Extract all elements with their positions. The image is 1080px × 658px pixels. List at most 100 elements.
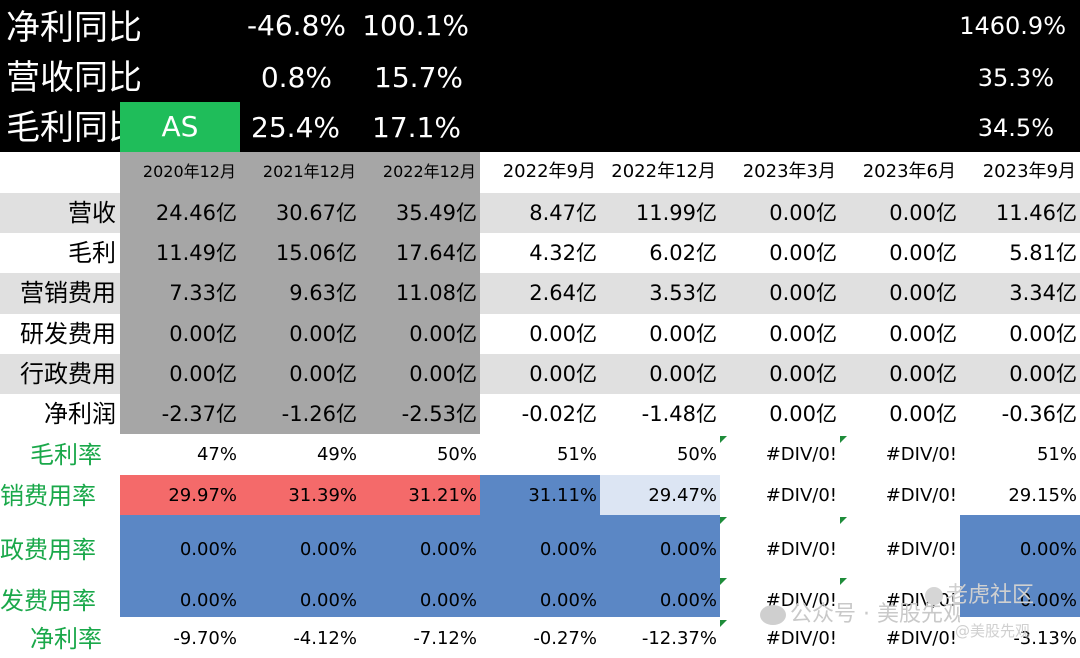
ratio-label: 政费用率	[0, 536, 96, 564]
ratio-cell: 0.00%	[299, 539, 357, 560]
comment-marker	[720, 578, 727, 585]
ratio-cell: 51%	[1036, 444, 1077, 465]
table-cell: 17.64亿	[395, 241, 477, 265]
watermark-left: 公众号 · 美股先观	[760, 600, 960, 630]
table-cell: 0.00亿	[529, 322, 597, 346]
table-cell: 8.47亿	[529, 201, 597, 225]
table-cell: -0.02亿	[521, 402, 597, 426]
ratio-cell: -0.27%	[533, 628, 597, 649]
header-label-gross-yoy: 毛利同比	[6, 108, 120, 148]
ratio-cell: 29.15%	[1008, 485, 1077, 506]
table-cell: 0.00亿	[889, 201, 957, 225]
table-cell: 0.00亿	[769, 322, 837, 346]
row-label: 研发费用	[20, 320, 116, 348]
ticker-badge: AS	[120, 102, 240, 152]
selling-rate-lightblue-cell	[600, 475, 720, 515]
ratio-cell: 0.00%	[539, 590, 597, 611]
table-cell: 0.00亿	[889, 402, 957, 426]
table-cell: 3.53亿	[649, 281, 717, 305]
ratio-cell: 29.47%	[648, 485, 717, 506]
ratio-cell: -3.13%	[1013, 628, 1077, 649]
header-label-net-profit-yoy: 净利同比	[6, 8, 142, 48]
ratio-cell: #DIV/0!	[765, 628, 837, 649]
table-cell: 4.32亿	[529, 241, 597, 265]
header-value: 100.1%	[362, 9, 469, 42]
table-cell: 0.00亿	[889, 362, 957, 386]
watermark-right-top-text: 老虎社区	[946, 583, 1035, 608]
table-cell: 9.63亿	[289, 281, 357, 305]
table-cell: 0.00亿	[409, 362, 477, 386]
selling-rate-blue-cell	[480, 475, 600, 515]
table-cell: 0.00亿	[769, 201, 837, 225]
ratio-cell: 50%	[436, 444, 477, 465]
ratio-cell: 31.21%	[408, 485, 477, 506]
ratio-cell: 0.00%	[419, 539, 477, 560]
ratio-label: 发费用率	[0, 587, 96, 615]
ratio-cell: #DIV/0!	[765, 590, 837, 611]
ratio-cell: 47%	[196, 444, 237, 465]
table-cell: 30.67亿	[275, 201, 357, 225]
table-cell: -0.36亿	[1001, 402, 1077, 426]
header-value: 1460.9%	[959, 12, 1066, 40]
row-label: 营销费用	[20, 279, 116, 307]
comment-marker	[840, 517, 847, 524]
wechat-icon	[760, 605, 786, 625]
table-cell: 11.99亿	[635, 201, 717, 225]
table-cell: 5.81亿	[1009, 241, 1077, 265]
column-header: 2022年12月	[611, 161, 716, 182]
ratio-cell: #DIV/0!	[765, 539, 837, 560]
table-cell: 0.00亿	[769, 241, 837, 265]
ratio-cell: 0.00%	[179, 539, 237, 560]
row-label: 行政费用	[20, 360, 116, 388]
column-header: 2022年12月	[382, 162, 476, 181]
ratio-cell: 49%	[316, 444, 357, 465]
table-cell: -1.26亿	[281, 402, 357, 426]
table-cell: 0.00亿	[889, 322, 957, 346]
ratio-cell: 51%	[556, 444, 597, 465]
table-cell: 0.00亿	[169, 362, 237, 386]
selling-rate-red-block	[120, 475, 480, 515]
comment-marker	[720, 620, 727, 627]
ratio-cell: #DIV/0!	[885, 485, 957, 506]
tiger-icon	[925, 587, 943, 605]
table-cell: -1.48亿	[641, 402, 717, 426]
table-cell: 0.00亿	[529, 362, 597, 386]
ratio-cell: 50%	[676, 444, 717, 465]
ratio-cell: 0.00%	[659, 539, 717, 560]
table-cell: 15.06亿	[275, 241, 357, 265]
header-value: 34.5%	[977, 114, 1054, 142]
ratio-cell: -9.70%	[173, 628, 237, 649]
table-cell: 24.46亿	[155, 201, 237, 225]
ratio-cell: #DIV/0!	[765, 444, 837, 465]
table-cell: 0.00亿	[889, 281, 957, 305]
table-cell: 0.00亿	[889, 241, 957, 265]
header-value: 25.4%	[251, 111, 340, 144]
ratio-cell: 0.00%	[419, 590, 477, 611]
column-header: 2022年9月	[502, 161, 596, 182]
annual-columns-highlight	[120, 152, 480, 434]
header-label-revenue-yoy: 营收同比	[6, 58, 142, 98]
table-cell: 0.00亿	[1009, 322, 1077, 346]
ratio-cell: 0.00%	[179, 590, 237, 611]
header-value: -46.8%	[246, 9, 346, 42]
table-cell: 0.00亿	[769, 281, 837, 305]
header-value: 0.8%	[260, 61, 332, 94]
ratio-cell: 0.00%	[1019, 590, 1077, 611]
ratio-cell: 0.00%	[659, 590, 717, 611]
ratio-cell: -12.37%	[641, 628, 717, 649]
watermark-left-text: 公众号 · 美股先观	[790, 602, 960, 627]
column-header: 2023年6月	[862, 161, 956, 182]
ratio-cell: 0.00%	[1019, 539, 1077, 560]
table-cell: 35.49亿	[395, 201, 477, 225]
table-cell: 11.08亿	[395, 281, 477, 305]
comment-marker	[720, 436, 727, 443]
table-cell: 11.46亿	[995, 201, 1077, 225]
table-cell: 7.33亿	[169, 281, 237, 305]
watermark-right-top: 老虎社区	[925, 583, 1065, 609]
column-header: 2023年9月	[982, 161, 1076, 182]
ratio-label: 净利率	[30, 625, 102, 653]
table-cell: 0.00亿	[1009, 362, 1077, 386]
row-label: 净利润	[44, 400, 116, 428]
ratio-cell: 31.39%	[288, 485, 357, 506]
table-cell: 0.00亿	[769, 362, 837, 386]
